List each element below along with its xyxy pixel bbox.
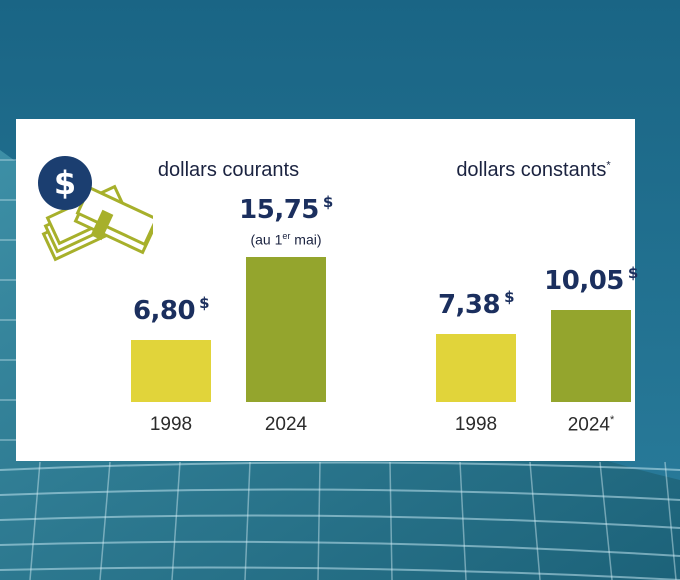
chart-title-text: dollars courants [157,159,300,181]
bar-1998 [436,334,516,402]
note-superscript: er [282,231,291,242]
chart-title: dollars constants* [416,159,651,182]
chart-title-text: dollars constants [456,159,607,181]
data-label: 10,05 $ [521,264,661,296]
data-label-unit: $ [627,263,638,282]
chart-title-mark: * [606,159,611,172]
data-label: 15,75 $ [216,193,356,225]
data-label-value: 6,80 [132,295,196,326]
data-label-unit: $ [322,193,333,212]
data-label: 6,80 $ [101,294,241,326]
chart-panel: $ dollars courants 6,80 $1998 15,75 $ (au 1e… [16,119,638,461]
data-label-value: 10,05 [544,265,624,296]
tick-label: 1998 [416,414,536,436]
tick-label: 1998 [111,414,231,436]
note-text: (au 1 [250,232,283,249]
data-label-unit: $ [199,293,210,312]
note-text: mai) [290,232,322,249]
data-label: 7,38 $ [406,288,546,320]
bar-2024 [551,309,631,402]
data-label-note: (au 1er mai) [216,231,356,248]
data-label-unit: $ [504,288,515,307]
tick-label: 2024* [531,414,651,436]
chart-title: dollars courants [111,159,346,182]
chart-constant-dollars: dollars constants* 7,38 $1998 10,05 $2024* [416,119,651,461]
tick-label: 2024 [226,414,346,436]
bar-2024 [246,257,326,402]
data-label-value: 7,38 [437,290,501,321]
tick-label-text: 2024 [567,414,610,436]
data-label-value: 15,75 [239,195,319,226]
tick-label-text: 1998 [454,414,498,435]
tick-label-text: 1998 [149,414,193,435]
bar-1998 [131,339,211,402]
money-icon: $ [38,156,153,262]
tick-label-text: 2024 [264,414,308,435]
chart-current-dollars: dollars courants 6,80 $1998 15,75 $ (au 1er … [111,119,346,461]
dollar-sign: $ [54,164,76,202]
tick-label-mark: * [610,414,615,426]
